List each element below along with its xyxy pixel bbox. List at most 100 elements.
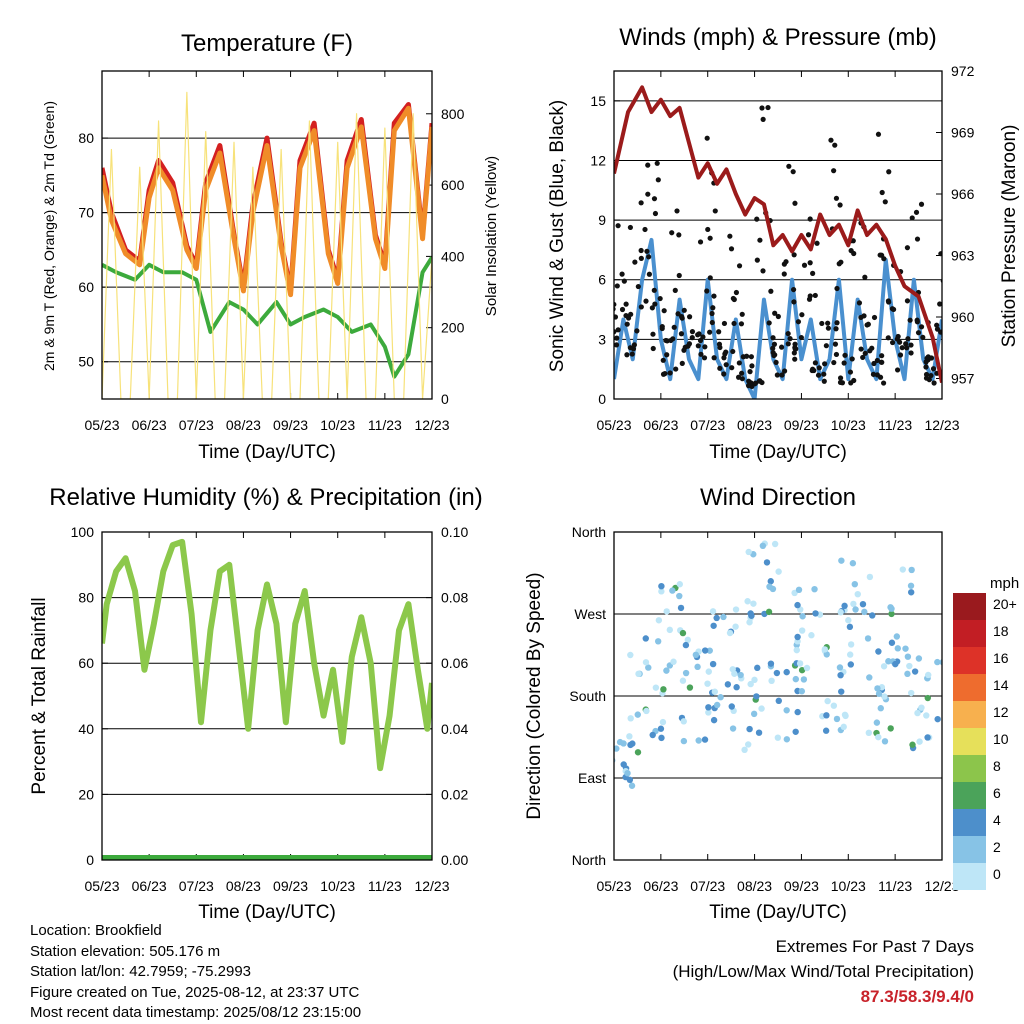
gust-point bbox=[801, 262, 808, 268]
direction-point bbox=[838, 557, 845, 564]
winds-y2-tick-label: 957 bbox=[951, 371, 975, 387]
direction-point bbox=[645, 664, 652, 671]
direction-point bbox=[861, 608, 868, 616]
legend-label: 18 bbox=[993, 623, 1009, 639]
direction-point bbox=[923, 712, 930, 719]
gust-point bbox=[823, 343, 829, 349]
gust-point bbox=[886, 169, 892, 175]
direction-point bbox=[908, 566, 915, 574]
temperature-series-line bbox=[102, 91, 432, 399]
gust-point bbox=[716, 341, 723, 347]
gust-point bbox=[686, 341, 693, 347]
gust-point bbox=[908, 350, 914, 356]
gust-point bbox=[877, 252, 883, 258]
gust-point bbox=[790, 286, 797, 293]
gust-point bbox=[897, 339, 903, 345]
gust-point bbox=[786, 163, 792, 169]
direction-point bbox=[627, 651, 634, 659]
direction-point bbox=[682, 669, 690, 677]
gust-point bbox=[615, 327, 621, 333]
gust-point bbox=[738, 321, 745, 327]
direction-point bbox=[720, 613, 727, 621]
gust-point bbox=[819, 320, 825, 327]
gust-point bbox=[704, 135, 710, 141]
gust-point bbox=[772, 352, 778, 358]
humidity-y2-tick-label: 0.00 bbox=[441, 852, 468, 868]
direction-point bbox=[875, 690, 883, 697]
gust-point bbox=[745, 383, 752, 389]
direction-y-tick-label: North bbox=[572, 524, 606, 540]
direction-point bbox=[873, 719, 881, 726]
gust-point bbox=[731, 320, 737, 327]
direction-point bbox=[909, 741, 916, 748]
direction-point bbox=[642, 659, 650, 666]
gust-point bbox=[721, 355, 727, 361]
gust-point bbox=[923, 364, 929, 370]
gust-point bbox=[806, 296, 813, 302]
direction-point bbox=[634, 711, 641, 718]
direction-point bbox=[808, 632, 815, 639]
temperature-x-axis-label: Time (Day/UTC) bbox=[198, 442, 336, 463]
direction-point bbox=[728, 703, 735, 710]
gust-point bbox=[614, 283, 620, 289]
temperature-x-tick-label: 09/23 bbox=[273, 417, 308, 433]
gust-point bbox=[754, 216, 760, 222]
direction-point bbox=[670, 658, 677, 665]
gust-point bbox=[723, 349, 729, 355]
gust-point bbox=[709, 319, 715, 326]
gust-point bbox=[889, 339, 896, 346]
gust-point bbox=[654, 160, 660, 166]
gust-point bbox=[696, 331, 702, 337]
gust-point bbox=[792, 200, 798, 206]
gust-point bbox=[676, 272, 682, 279]
gust-point bbox=[695, 343, 701, 349]
direction-point bbox=[800, 676, 808, 683]
direction-point bbox=[732, 623, 739, 630]
gust-point bbox=[904, 298, 911, 304]
direction-point bbox=[679, 629, 687, 637]
temperature-x-tick-label: 10/23 bbox=[320, 417, 355, 433]
direction-point bbox=[733, 684, 740, 691]
winds-y2-tick-label: 963 bbox=[951, 248, 975, 264]
gust-point bbox=[711, 355, 717, 361]
direction-point bbox=[866, 674, 873, 681]
direction-point bbox=[852, 606, 859, 613]
gust-point bbox=[729, 365, 735, 371]
gust-point bbox=[614, 335, 620, 341]
humidity-y-tick-label: 20 bbox=[78, 786, 94, 802]
humidity-y2-tick-label: 0.02 bbox=[441, 786, 468, 802]
gust-point bbox=[781, 368, 788, 374]
direction-point bbox=[731, 670, 738, 677]
gust-point bbox=[614, 342, 620, 348]
legend-label: 12 bbox=[993, 704, 1009, 720]
direction-point bbox=[652, 684, 660, 691]
direction-point bbox=[911, 668, 919, 675]
gust-point bbox=[705, 226, 711, 233]
direction-point bbox=[914, 709, 921, 717]
gust-point bbox=[947, 333, 952, 338]
gust-point bbox=[847, 369, 854, 375]
winds-title: Winds (mph) & Pressure (mb) bbox=[619, 24, 936, 51]
gust-point bbox=[614, 306, 616, 312]
gust-point bbox=[643, 298, 649, 304]
gust-point bbox=[645, 191, 651, 197]
gust-point bbox=[723, 362, 729, 368]
gust-point bbox=[642, 226, 648, 233]
winds-series-line bbox=[614, 85, 942, 384]
direction-point bbox=[676, 592, 683, 600]
direction-point bbox=[680, 737, 688, 745]
gust-point bbox=[635, 283, 641, 290]
direction-point bbox=[758, 705, 765, 712]
direction-point bbox=[924, 734, 931, 741]
gust-point bbox=[759, 105, 765, 111]
gust-point bbox=[749, 363, 755, 369]
gust-point bbox=[914, 236, 921, 242]
gust-point bbox=[645, 162, 651, 168]
gust-point bbox=[837, 375, 844, 381]
gust-point bbox=[687, 314, 693, 320]
gust-point bbox=[668, 337, 674, 344]
gust-point bbox=[707, 275, 713, 281]
direction-x-tick-label: 05/23 bbox=[596, 878, 631, 894]
gust-point bbox=[904, 345, 910, 351]
